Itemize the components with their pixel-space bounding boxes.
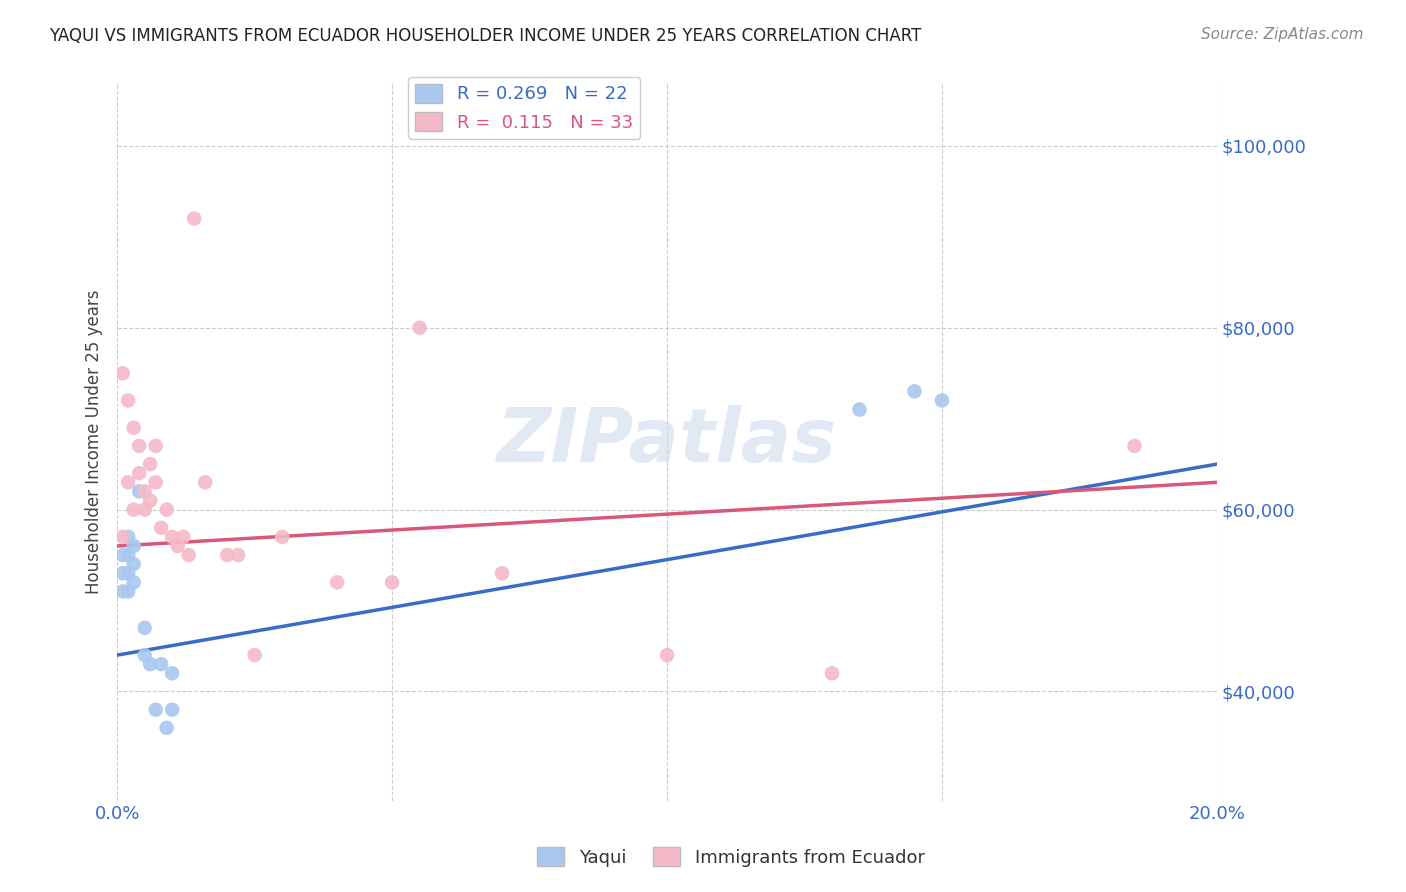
Text: Source: ZipAtlas.com: Source: ZipAtlas.com (1201, 27, 1364, 42)
Point (117, 566, 139, 581)
Point (160, 703, 183, 717)
Legend: Yaqui, Immigrants from Ecuador: Yaqui, Immigrants from Ecuador (530, 840, 932, 874)
Point (117, 530, 139, 544)
Point (1123, 439, 1146, 453)
Point (134, 621, 156, 635)
Text: ZIPatlas: ZIPatlas (498, 405, 837, 478)
Point (128, 439, 150, 453)
Point (139, 457, 162, 471)
Point (160, 530, 183, 544)
Point (381, 575, 404, 590)
Point (117, 475, 139, 490)
Point (111, 548, 134, 562)
Point (848, 402, 870, 417)
Point (117, 393, 139, 408)
Point (931, 393, 953, 408)
Point (111, 366, 134, 380)
Point (903, 384, 925, 399)
Point (156, 502, 179, 516)
Point (122, 557, 145, 571)
Point (226, 548, 249, 562)
Point (166, 539, 188, 553)
Point (117, 548, 139, 562)
Point (134, 502, 156, 516)
Point (160, 666, 183, 681)
Legend: R = 0.269   N = 22, R =  0.115   N = 33: R = 0.269 N = 22, R = 0.115 N = 33 (408, 77, 640, 139)
Point (111, 530, 134, 544)
Point (139, 657, 162, 672)
Point (217, 548, 239, 562)
Point (134, 484, 156, 499)
Point (183, 211, 205, 226)
Point (821, 666, 844, 681)
Point (150, 521, 173, 535)
Point (122, 539, 145, 553)
Point (128, 467, 150, 481)
Text: YAQUI VS IMMIGRANTS FROM ECUADOR HOUSEHOLDER INCOME UNDER 25 YEARS CORRELATION C: YAQUI VS IMMIGRANTS FROM ECUADOR HOUSEHO… (49, 27, 921, 45)
Point (156, 721, 179, 735)
Point (145, 475, 167, 490)
Point (111, 584, 134, 599)
Point (128, 484, 150, 499)
Point (134, 648, 156, 662)
Point (122, 575, 145, 590)
Point (117, 584, 139, 599)
Point (655, 648, 678, 662)
Point (194, 475, 217, 490)
Point (326, 575, 349, 590)
Point (172, 530, 194, 544)
Point (145, 703, 167, 717)
Point (150, 657, 173, 672)
Point (139, 493, 162, 508)
Point (271, 530, 294, 544)
Point (122, 421, 145, 435)
Point (111, 566, 134, 581)
Point (408, 320, 430, 334)
Point (243, 648, 266, 662)
Y-axis label: Householder Income Under 25 years: Householder Income Under 25 years (86, 289, 103, 594)
Point (122, 502, 145, 516)
Point (145, 439, 167, 453)
Point (177, 548, 200, 562)
Point (491, 566, 513, 581)
